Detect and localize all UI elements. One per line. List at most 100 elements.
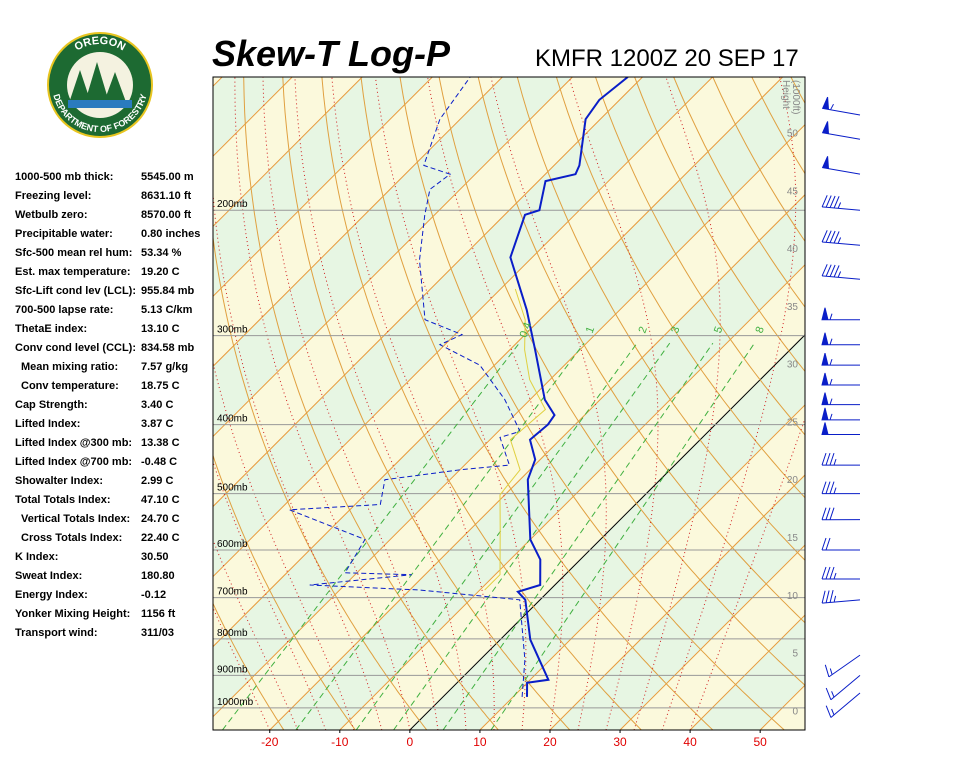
moist-adiabat <box>213 187 383 730</box>
pressure-label: 900mb <box>217 664 248 675</box>
wind-barbs <box>821 96 861 718</box>
x-tick-label: 20 <box>543 735 557 749</box>
index-value: 8570.00 ft <box>141 209 191 221</box>
index-value: 180.80 <box>141 570 175 582</box>
height-title: (1000ft) <box>790 80 801 114</box>
wind-barb <box>821 195 861 211</box>
mixing-ratio-line <box>490 342 755 730</box>
index-label: Showalter Index: <box>15 475 103 487</box>
height-title: Height <box>780 80 791 109</box>
height-tick-label: 45 <box>787 186 799 197</box>
pressure-label: 1000mb <box>217 697 254 708</box>
dry-adiabat <box>282 77 571 730</box>
index-label: Freezing level: <box>15 190 91 202</box>
moist-adiabat <box>689 416 805 730</box>
wind-barb-shape <box>821 264 861 280</box>
height-tick-label: 0 <box>792 706 798 717</box>
wind-barb-shape <box>821 566 861 580</box>
isotherm <box>213 77 503 368</box>
index-value: 1156 ft <box>141 608 176 620</box>
isotherm <box>830 77 960 730</box>
wind-barb <box>824 654 861 678</box>
wind-barb-shape <box>821 230 861 246</box>
index-value: 5.13 C/km <box>141 304 193 316</box>
isotherm <box>479 404 805 730</box>
index-value: 0.80 inches <box>141 228 200 240</box>
dry-adiabat <box>243 77 499 730</box>
wind-barb <box>821 392 861 406</box>
pressure-label: 800mb <box>217 628 248 639</box>
dry-adiabat <box>947 77 960 730</box>
dry-adiabat <box>516 77 805 561</box>
index-label: Sfc-500 mean rel hum: <box>15 247 132 259</box>
wind-barb <box>821 121 861 140</box>
isotherm <box>213 77 573 438</box>
index-label: Vertical Totals Index: <box>21 513 130 525</box>
dry-adiabat <box>360 77 714 730</box>
moist-adiabat <box>262 77 439 730</box>
dry-adiabat <box>555 77 805 499</box>
plot <box>0 77 960 730</box>
dry-adiabat <box>399 77 785 730</box>
logo-water <box>68 100 132 108</box>
wind-barb <box>825 674 861 701</box>
index-label: Precipitable water: <box>15 228 113 240</box>
logo-top-text: OREGON <box>73 35 128 54</box>
wind-barb-shape <box>821 372 861 386</box>
mixing-ratio-label: 3 <box>669 325 682 335</box>
index-value: 7.57 g/kg <box>141 361 188 373</box>
isotherm <box>213 123 805 718</box>
isotherm <box>269 194 805 730</box>
dry-adiabat <box>213 602 285 730</box>
isotherm <box>213 77 643 508</box>
isotherm <box>339 264 805 730</box>
index-label: Lifted Index @700 mb: <box>15 456 132 468</box>
x-tick-label: -10 <box>331 735 349 749</box>
isotherm <box>213 77 783 648</box>
pressure-label: 500mb <box>217 483 248 494</box>
index-label: Conv cond level (CCL): <box>15 342 136 354</box>
pressure-label: 200mb <box>217 199 248 210</box>
wind-barb-shape <box>821 392 861 406</box>
index-value: 13.38 C <box>141 437 180 449</box>
height-tick-label: 35 <box>787 302 799 313</box>
wind-barb <box>821 537 861 551</box>
wind-barb-shape <box>821 332 861 346</box>
isotherm <box>549 474 805 730</box>
logo: OREGON DEPARTMENT OF FORESTRY <box>47 32 153 138</box>
isotherm <box>213 77 433 298</box>
x-tick-label: 0 <box>407 735 414 749</box>
isotherm <box>0 77 12 730</box>
pressure-label: 700mb <box>217 587 248 598</box>
wind-barb-shape <box>825 692 861 718</box>
dry-adiabat <box>908 77 960 730</box>
dry-adiabat <box>321 77 642 730</box>
wind-barb-shape <box>821 307 861 321</box>
isotherm <box>619 544 805 730</box>
isotherm-band <box>213 77 805 717</box>
height-tick-label: 40 <box>787 244 799 255</box>
dry-adiabat <box>634 77 805 373</box>
index-label: Transport wind: <box>15 627 98 639</box>
index-label: Sweat Index: <box>15 570 82 582</box>
mixing-ratio-label: 5 <box>712 325 725 335</box>
x-tick-label: 50 <box>753 735 767 749</box>
wind-barb-shape <box>821 156 861 175</box>
wind-barb <box>821 566 861 580</box>
station: KMFR 1200Z 20 SEP 17 <box>535 45 799 72</box>
index-value: 5545.00 m <box>141 171 194 183</box>
dry-adiabat <box>213 453 356 730</box>
index-value: 3.87 C <box>141 418 173 430</box>
wind-barb <box>821 507 861 521</box>
index-label: 700-500 lapse rate: <box>15 304 113 316</box>
sounding-line <box>484 288 547 591</box>
wind-barb-shape <box>821 589 861 604</box>
wind-barb-shape <box>821 352 861 366</box>
wind-barb <box>821 481 861 495</box>
index-value: 47.10 C <box>141 494 180 506</box>
index-label: Yonker Mixing Height: <box>15 608 130 620</box>
isotherm <box>213 77 713 578</box>
wind-barb-shape <box>821 195 861 211</box>
wind-barb <box>821 452 861 466</box>
